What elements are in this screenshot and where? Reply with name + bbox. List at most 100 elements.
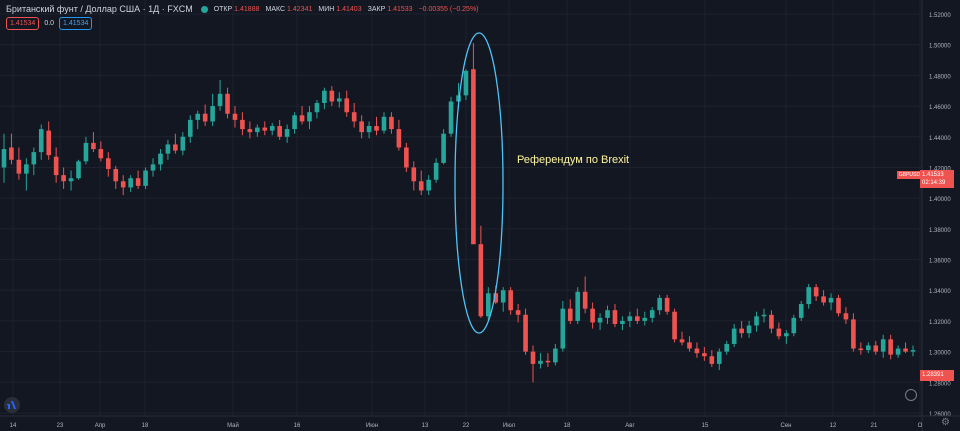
tradingview-logo-icon[interactable] (4, 397, 20, 413)
candle-body (649, 310, 655, 318)
sell-button[interactable]: 1.41534 (6, 17, 40, 30)
candle-body (858, 348, 864, 351)
candle-body (404, 147, 409, 168)
candle (359, 115, 364, 139)
candle (277, 119, 282, 140)
candle-body (307, 112, 312, 122)
candle-body (150, 164, 156, 171)
brexit-annotation[interactable]: Референдум по Brexit (517, 154, 630, 166)
time-tick-label: О (918, 423, 923, 429)
candle-body (411, 167, 417, 182)
candle (903, 342, 908, 354)
candle (642, 311, 648, 326)
candle-body (165, 144, 171, 154)
candle-body (240, 119, 245, 130)
candle-body (232, 113, 238, 120)
candle-body (202, 113, 208, 122)
close-value: 1.41533 (387, 5, 413, 13)
grid-lines (0, 0, 922, 416)
candle-body (396, 129, 402, 148)
candle-body (448, 101, 454, 134)
price-axis[interactable]: 1.52000 1.50000 1.48000 1.46000 1.44000 1.420… (921, 0, 951, 431)
candle-body (739, 328, 744, 334)
candle (806, 284, 811, 309)
candle (433, 158, 439, 183)
candle-body (53, 156, 59, 176)
time-tick-label: 14 (10, 423, 17, 429)
open-label: ОТКР (213, 5, 233, 13)
candle (873, 340, 879, 355)
time-tick-label: 23 (57, 423, 64, 429)
candle (471, 43, 476, 245)
candle (761, 308, 767, 323)
candle (485, 287, 491, 321)
symbol-title[interactable]: Британский фунт / Доллар США · 1Д · FXCM (6, 4, 193, 14)
candle (910, 345, 916, 357)
candle-body (24, 164, 29, 174)
low-value: 1.41403 (336, 5, 362, 13)
price-tick-label: 1.48000 (929, 74, 951, 80)
candle-body (247, 129, 253, 133)
candle (746, 320, 752, 338)
candle-body (441, 133, 446, 163)
candle-body (821, 296, 826, 303)
candle-body (910, 350, 916, 352)
candle-body (560, 308, 566, 349)
buy-button[interactable]: 1.41534 (59, 17, 93, 30)
candle (798, 300, 804, 321)
candle-body (217, 93, 223, 107)
candle (91, 132, 96, 153)
time-tick-label: 18 (142, 423, 149, 429)
candle (545, 353, 551, 367)
candle-body (523, 314, 528, 352)
candle-body (31, 152, 37, 165)
candle (716, 348, 722, 371)
candle (649, 307, 655, 323)
candle (530, 345, 536, 383)
candle-body (843, 313, 849, 320)
time-axis[interactable]: 14 23 Апр 18 Май 16 Июн 13 22 Июл 18 Авг 15 Сен 12 21 О (0, 415, 960, 429)
candle (478, 225, 484, 318)
candle (374, 116, 379, 136)
candle (1, 133, 7, 183)
candle (202, 104, 208, 127)
candle (657, 294, 662, 315)
candle-body (813, 287, 819, 297)
candle-body (478, 244, 484, 317)
candle (135, 170, 141, 189)
candle-body (716, 351, 722, 364)
candle-body (195, 113, 201, 120)
price-tick-label: 1.28000 (929, 381, 951, 387)
high-label: МАКС (265, 5, 286, 13)
candle-body (389, 116, 394, 130)
candle (269, 122, 275, 136)
candle (754, 311, 759, 332)
candle (292, 112, 297, 134)
candle-body (463, 70, 469, 96)
candle (404, 142, 409, 173)
candle-body (344, 98, 350, 113)
candle-body (724, 343, 730, 352)
candle (791, 314, 797, 337)
candle-body (38, 129, 44, 153)
clock-icon[interactable] (905, 389, 917, 401)
candle-body (366, 126, 372, 133)
candle-body (255, 127, 260, 133)
candle (538, 353, 543, 369)
candle-body (329, 90, 335, 102)
candle-body (612, 310, 618, 324)
symbol-tag: GBPUSD (896, 171, 922, 179)
candle (68, 170, 74, 191)
candle (865, 342, 871, 354)
candle-body (828, 297, 834, 303)
candle-body (336, 98, 342, 102)
gear-icon[interactable]: ⚙ (941, 417, 950, 428)
candle-body (865, 345, 871, 351)
price-tick-label: 1.52000 (929, 13, 951, 19)
current-price: 1.41533 (922, 172, 944, 178)
candle (396, 119, 402, 151)
candle-body (1, 149, 7, 168)
candle-body (895, 348, 901, 355)
candle-body (575, 291, 581, 321)
